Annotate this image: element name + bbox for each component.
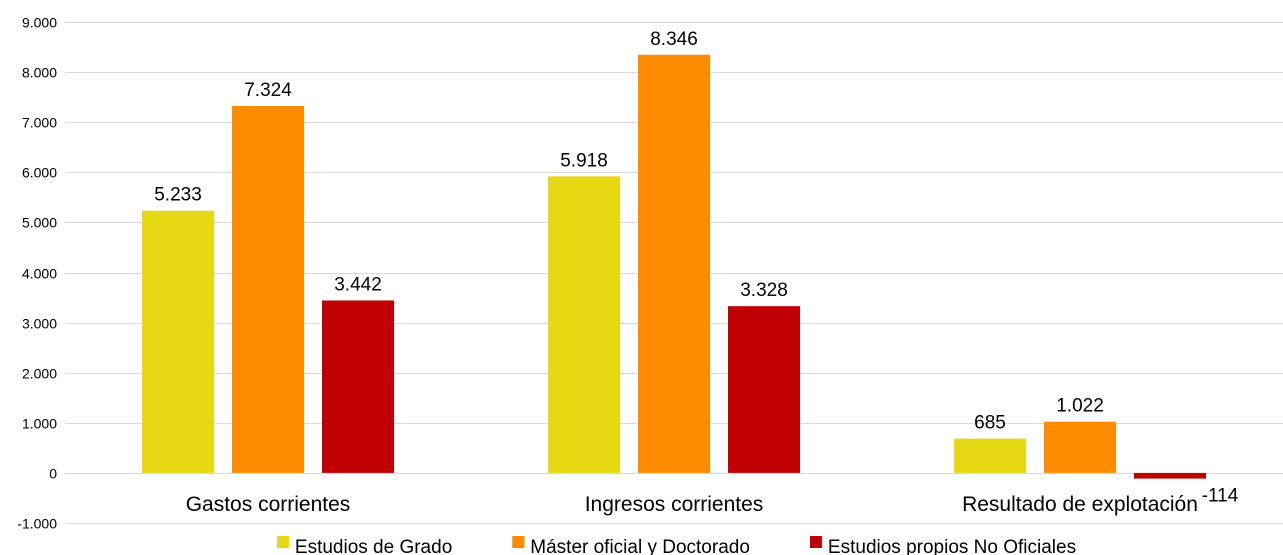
data-label: 3.442 (334, 274, 382, 295)
bar (1134, 472, 1206, 479)
bar (728, 306, 800, 473)
data-label: 1.022 (1056, 396, 1104, 417)
y-tick-label: 6.000 (22, 165, 57, 181)
y-tick-label: 2.000 (22, 366, 57, 382)
y-tick-label: -1.000 (17, 516, 57, 532)
data-label: 5.233 (154, 185, 202, 206)
legend-item: Máster oficial y Doctorado (512, 536, 750, 555)
data-label: -114 (1202, 486, 1239, 507)
category-label: Gastos corrientes (186, 493, 351, 516)
data-label: 8.346 (650, 29, 698, 50)
y-tick-label: 5.000 (22, 215, 57, 231)
y-tick-label: 9.000 (22, 15, 57, 31)
bar (548, 176, 620, 473)
legend: Estudios de Grado Máster oficial y Doctor… (276, 536, 1076, 555)
data-label: 685 (974, 413, 1006, 434)
legend-label: Máster oficial y Doctorado (530, 537, 750, 555)
y-tick-label: 1.000 (22, 416, 57, 432)
data-label: 5.918 (560, 150, 608, 171)
y-tick-label: 4.000 (22, 266, 57, 282)
bar (322, 300, 394, 473)
data-labels: 5.233 7.324 3.442 5.918 8.346 3.328 685 1.022 -1… (154, 29, 1239, 507)
bar (954, 438, 1026, 473)
y-tick-label: 7.000 (22, 115, 57, 131)
bars (142, 54, 1206, 479)
legend-label: Estudios propios No Oficiales (828, 537, 1076, 555)
legend-swatch (512, 536, 525, 548)
data-label: 7.324 (244, 80, 292, 101)
category-labels: Gastos corrientes Ingresos corrientes Resu… (186, 493, 1198, 516)
y-axis-tick-labels: -1.000 0 1.000 2.000 3.000 4.000 5.000 6.000 7.0… (17, 15, 57, 532)
bar (1044, 421, 1116, 473)
data-label: 3.328 (740, 280, 788, 301)
category-label: Ingresos corrientes (585, 493, 764, 516)
y-tick-label: 8.000 (22, 65, 57, 81)
bar (232, 105, 304, 473)
y-tick-label: 3.000 (22, 316, 57, 332)
category-label: Resultado de explotación (962, 493, 1198, 516)
legend-item: Estudios de Grado (276, 536, 452, 555)
y-tick-label: 0 (49, 466, 57, 482)
legend-swatch (809, 536, 822, 548)
legend-label: Estudios de Grado (295, 537, 452, 555)
legend-item: Estudios propios No Oficiales (809, 536, 1076, 555)
bar (638, 54, 710, 473)
bar (142, 210, 214, 473)
legend-swatch (276, 536, 289, 548)
